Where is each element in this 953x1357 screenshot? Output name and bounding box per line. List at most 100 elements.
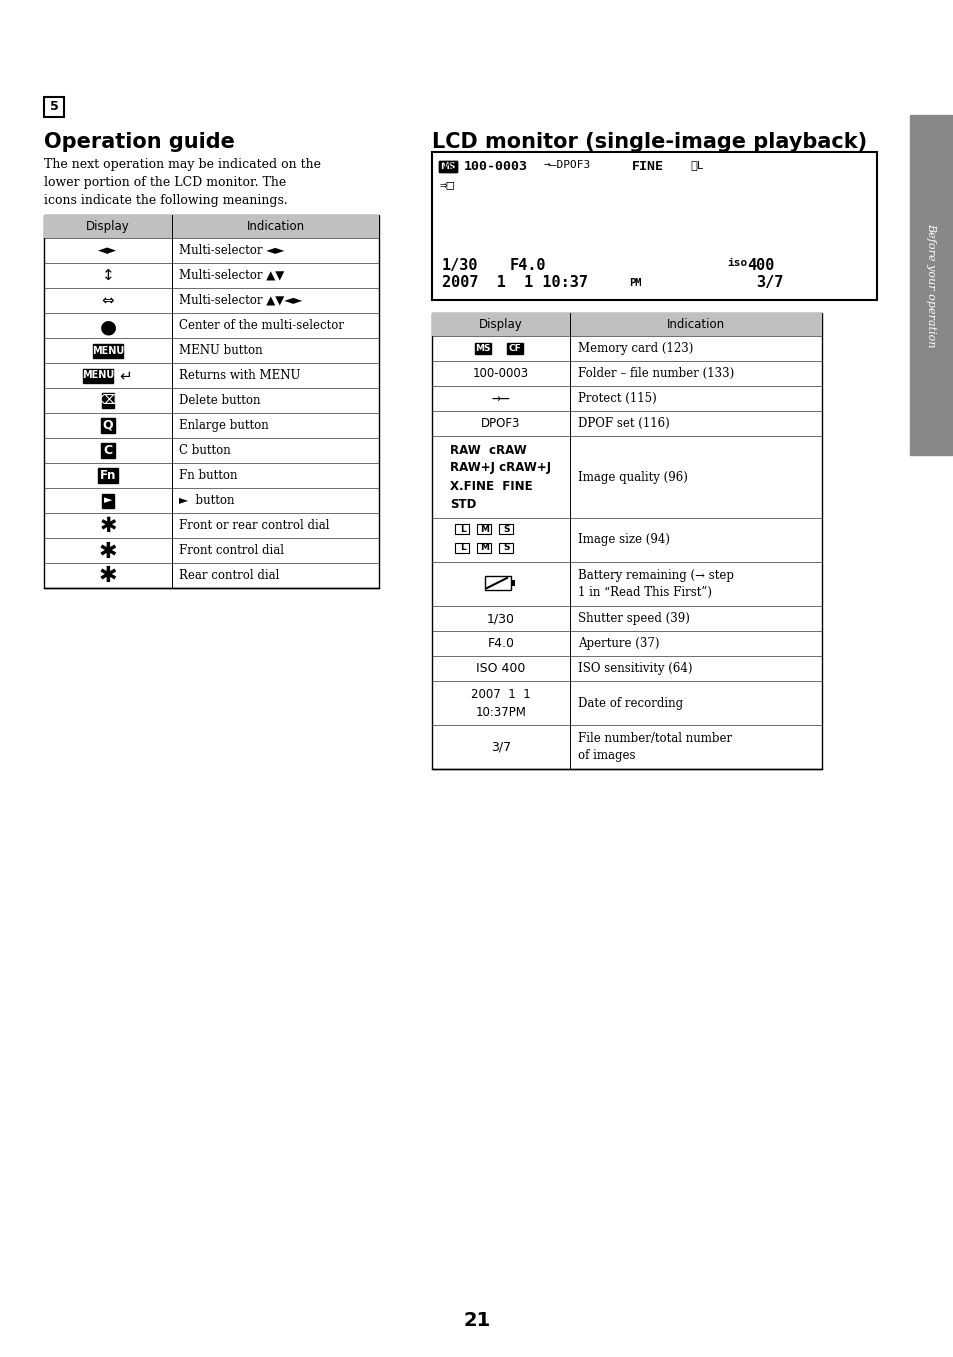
Bar (475, 343, 490, 354)
Bar (98, 468, 117, 483)
Text: C button: C button (179, 444, 231, 457)
Text: Multi-selector ◄►: Multi-selector ◄► (179, 244, 284, 256)
Text: 1/30: 1/30 (441, 258, 478, 273)
Text: Fn: Fn (100, 470, 116, 482)
Text: Aperture (37): Aperture (37) (578, 636, 659, 650)
Text: Protect (115): Protect (115) (578, 392, 656, 404)
Bar (909, 115, 951, 455)
Text: Shutter speed (39): Shutter speed (39) (578, 612, 689, 626)
Text: ✱: ✱ (98, 541, 117, 562)
Text: The next operation may be indicated on the
lower portion of the LCD monitor. The: The next operation may be indicated on t… (44, 157, 320, 208)
Text: ⌚L: ⌚L (689, 160, 702, 170)
Text: 5: 5 (50, 100, 58, 114)
Text: Battery remaining (→ step
1 in “Read This First”): Battery remaining (→ step 1 in “Read Thi… (578, 569, 733, 598)
Bar (102, 494, 114, 508)
Bar (44, 214, 378, 237)
Text: 100-0003: 100-0003 (473, 366, 529, 380)
Text: Image quality (96): Image quality (96) (578, 471, 687, 483)
Text: F4.0: F4.0 (487, 636, 514, 650)
Text: Multi-selector ▲▼: Multi-selector ▲▼ (179, 269, 284, 282)
Text: iso: iso (726, 258, 746, 267)
Text: MS: MS (439, 161, 455, 171)
Text: DPOF set (116): DPOF set (116) (578, 417, 669, 430)
Text: S: S (503, 525, 510, 533)
Text: Front or rear control dial: Front or rear control dial (179, 518, 329, 532)
Text: ◄►: ◄► (98, 244, 117, 256)
Bar (101, 442, 115, 459)
Text: ⇒□: ⇒□ (439, 178, 455, 191)
Text: M: M (480, 525, 489, 533)
Text: ↕: ↕ (102, 267, 114, 284)
Text: ↵: ↵ (119, 368, 132, 383)
Bar (432, 313, 821, 337)
Text: File number/total number
of images: File number/total number of images (578, 731, 731, 763)
Text: 2007  1  1 10:37: 2007 1 1 10:37 (441, 275, 587, 290)
Bar (507, 343, 522, 354)
Bar (44, 214, 378, 588)
Text: Memory card (123): Memory card (123) (578, 342, 693, 356)
Text: 3/7: 3/7 (756, 275, 783, 290)
Text: ISO 400: ISO 400 (476, 662, 525, 674)
Bar (432, 152, 876, 300)
Text: 1/30: 1/30 (486, 612, 515, 626)
Bar (432, 313, 821, 769)
Text: Operation guide: Operation guide (44, 132, 234, 152)
Text: CF: CF (508, 345, 521, 353)
Text: FINE: FINE (631, 160, 663, 172)
Text: 400: 400 (746, 258, 774, 273)
Bar (455, 524, 469, 535)
Text: Q: Q (103, 419, 113, 432)
Text: ✱: ✱ (99, 517, 116, 536)
Text: M: M (480, 544, 489, 552)
Text: PM: PM (628, 278, 640, 288)
Text: Multi-selector ▲▼◄►: Multi-selector ▲▼◄► (179, 294, 302, 307)
Text: Center of the multi-selector: Center of the multi-selector (179, 319, 344, 332)
Text: →–: →– (492, 391, 510, 406)
Text: L: L (459, 525, 465, 533)
Text: ✱: ✱ (98, 566, 117, 586)
Text: Enlarge button: Enlarge button (179, 419, 269, 432)
Text: MENU: MENU (91, 346, 124, 356)
Bar (498, 543, 513, 554)
Text: Image size (94): Image size (94) (578, 533, 669, 547)
Text: Indication: Indication (246, 220, 304, 233)
Bar (484, 575, 511, 590)
Text: 100-0003: 100-0003 (463, 160, 527, 172)
Bar (455, 543, 469, 554)
Text: ⌫: ⌫ (99, 394, 116, 407)
Text: L: L (459, 544, 465, 552)
Text: S: S (503, 544, 510, 552)
Text: MS: MS (475, 345, 490, 353)
Bar (476, 524, 491, 535)
Text: 3/7: 3/7 (491, 741, 511, 753)
Bar (83, 369, 113, 383)
Text: →–DPOF3: →–DPOF3 (543, 160, 591, 170)
Bar (102, 394, 114, 408)
Bar (511, 579, 515, 586)
Bar (476, 543, 491, 554)
Text: MENU button: MENU button (179, 345, 262, 357)
Text: Before your operation: Before your operation (925, 223, 935, 347)
Text: DPOF3: DPOF3 (481, 417, 520, 430)
Text: RAW  cRAW
RAW+J cRAW+J
X.FINE  FINE
STD: RAW cRAW RAW+J cRAW+J X.FINE FINE STD (450, 444, 551, 510)
Text: F4.0: F4.0 (510, 258, 546, 273)
Text: Front control dial: Front control dial (179, 544, 284, 556)
Text: MS: MS (439, 161, 455, 171)
Text: ►  button: ► button (179, 494, 234, 508)
Text: MENU: MENU (82, 370, 114, 380)
Text: Rear control dial: Rear control dial (179, 569, 279, 582)
Text: 2007  1  1
10:37PM: 2007 1 1 10:37PM (471, 688, 530, 718)
Text: Fn button: Fn button (179, 470, 237, 482)
Bar (92, 343, 123, 357)
Text: 21: 21 (463, 1311, 490, 1330)
Text: ⇔: ⇔ (102, 293, 114, 308)
Text: ►: ► (104, 495, 112, 506)
Text: Folder – file number (133): Folder – file number (133) (578, 366, 734, 380)
Text: Display: Display (86, 220, 130, 233)
Text: Date of recording: Date of recording (578, 696, 682, 710)
Text: Indication: Indication (666, 318, 724, 331)
Text: ㎜MS: ㎜MS (439, 160, 457, 170)
Text: ISO sensitivity (64): ISO sensitivity (64) (578, 662, 692, 674)
Text: Returns with MENU: Returns with MENU (179, 369, 300, 383)
Text: LCD monitor (single-image playback): LCD monitor (single-image playback) (432, 132, 866, 152)
